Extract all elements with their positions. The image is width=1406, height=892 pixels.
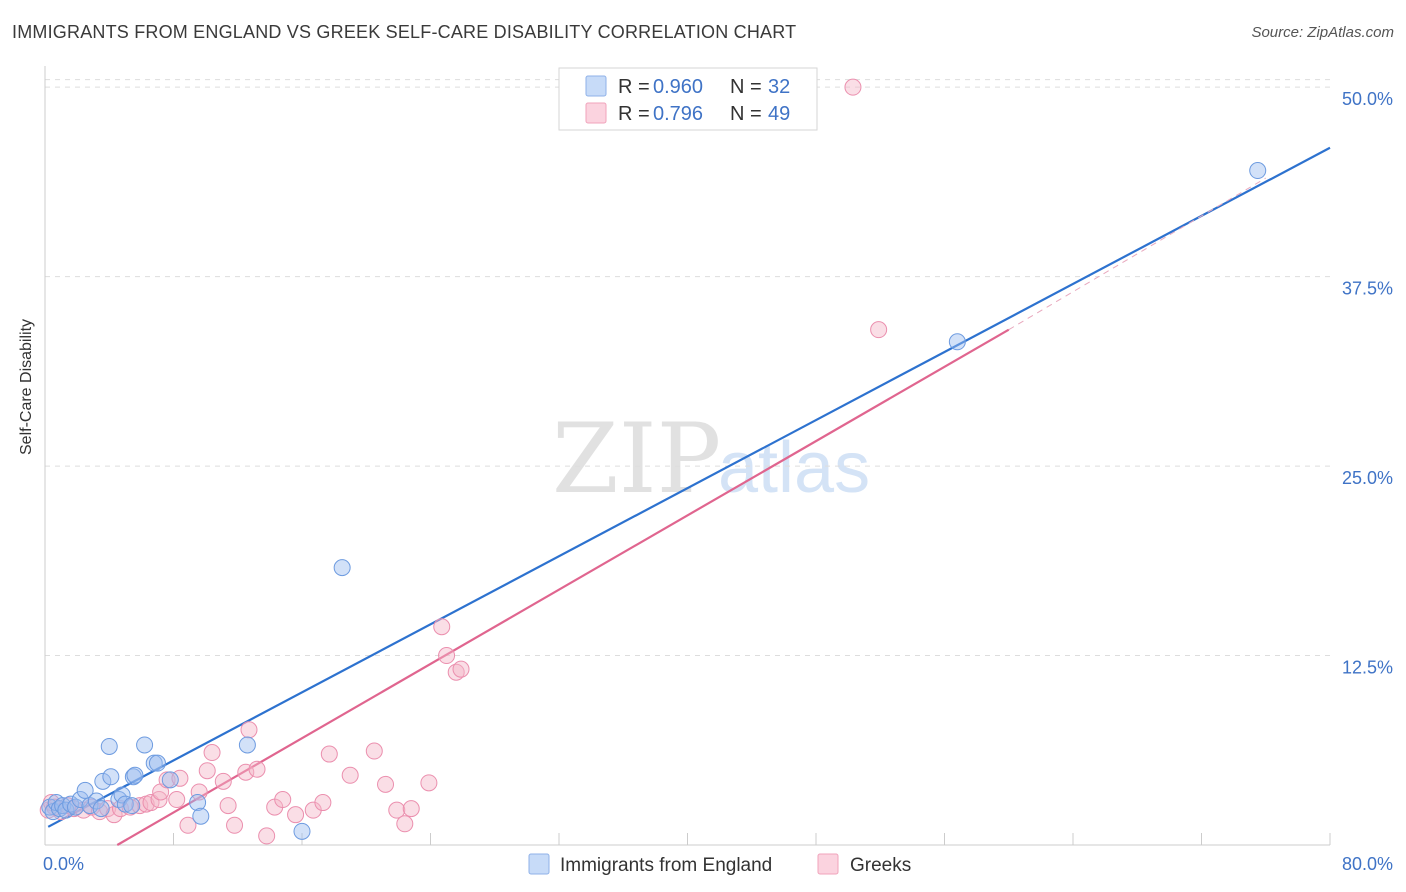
point-greeks xyxy=(320,745,338,763)
point-england xyxy=(94,772,112,790)
bottom-legend-label-england: Immigrants from England xyxy=(560,855,772,876)
axes xyxy=(44,66,1331,846)
watermark-atlas: atlas xyxy=(718,428,870,508)
legend-r-label-england: R = xyxy=(618,76,650,98)
point-england xyxy=(76,781,94,799)
point-greeks xyxy=(388,801,406,819)
point-greeks xyxy=(844,78,862,96)
point-greeks xyxy=(341,766,359,784)
point-greeks xyxy=(396,815,414,833)
x-tick-label-min: 0.0% xyxy=(43,854,84,874)
watermark: ZIP atlas xyxy=(552,403,870,515)
y-tick-label: 50.0% xyxy=(1342,89,1393,109)
point-greeks xyxy=(168,791,186,809)
point-greeks xyxy=(433,618,451,636)
point-greeks xyxy=(179,816,197,834)
point-england xyxy=(189,794,207,812)
legend-n-value-greeks: 49 xyxy=(768,103,790,125)
legend-r-value-england: 0.960 xyxy=(653,76,703,98)
point-greeks xyxy=(248,760,266,778)
point-greeks xyxy=(258,827,276,845)
point-greeks xyxy=(214,772,232,790)
point-greeks xyxy=(237,763,255,781)
bottom-legend-label-greeks: Greeks xyxy=(850,855,911,876)
trend-extension-greeks xyxy=(1008,177,1267,331)
point-greeks xyxy=(420,774,438,792)
legend-n-value-england: 32 xyxy=(768,76,790,98)
point-greeks xyxy=(240,721,258,739)
point-england xyxy=(161,771,179,789)
point-greeks xyxy=(226,816,244,834)
point-england xyxy=(293,822,311,840)
point-greeks xyxy=(447,663,465,681)
trend-lines xyxy=(47,146,1331,846)
point-england xyxy=(948,333,966,351)
trend-line-england xyxy=(47,146,1331,828)
point-england xyxy=(100,737,118,755)
point-england xyxy=(238,736,256,754)
point-england xyxy=(148,754,166,772)
y-tick-label: 37.5% xyxy=(1342,279,1393,299)
point-greeks xyxy=(365,742,383,760)
point-england xyxy=(62,795,80,813)
point-england xyxy=(1249,162,1267,180)
point-greeks xyxy=(314,794,332,812)
grid xyxy=(45,79,1330,657)
legend-swatch-greeks xyxy=(585,102,607,124)
point-greeks xyxy=(438,647,456,665)
legend-n-label-england: N = xyxy=(730,76,762,98)
point-greeks xyxy=(274,791,292,809)
point-england xyxy=(116,795,134,813)
point-england xyxy=(136,736,154,754)
series-legend: Immigrants from England Greeks xyxy=(528,853,911,876)
point-england xyxy=(123,797,141,815)
source-label: Source: ZipAtlas.com xyxy=(1251,24,1394,41)
point-england xyxy=(126,766,144,784)
trend-line-greeks xyxy=(116,328,1010,846)
bottom-legend-swatch-england xyxy=(528,853,550,875)
point-greeks xyxy=(219,797,237,815)
point-greeks xyxy=(203,744,221,762)
point-england xyxy=(333,559,351,577)
tick-labels: 12.5% 25.0% 37.5% 50.0% 0.0% 80.0% xyxy=(43,89,1393,874)
x-tick-label-max: 80.0% xyxy=(1342,854,1393,874)
point-greeks xyxy=(190,783,208,801)
point-greeks xyxy=(452,660,470,678)
legend-r-value-greeks: 0.796 xyxy=(653,103,703,125)
point-england xyxy=(102,768,120,786)
legend-r-label-greeks: R = xyxy=(618,103,650,125)
y-tick-label: 12.5% xyxy=(1342,658,1393,678)
point-greeks xyxy=(402,800,420,818)
point-england xyxy=(192,807,210,825)
point-greeks xyxy=(198,762,216,780)
point-england xyxy=(113,786,131,804)
watermark-zip: ZIP xyxy=(552,403,721,515)
bottom-legend-swatch-greeks xyxy=(817,853,839,875)
legend-n-label-greeks: N = xyxy=(730,103,762,125)
y-tick-label: 25.0% xyxy=(1342,468,1393,488)
point-england xyxy=(92,800,110,818)
point-greeks xyxy=(377,775,395,793)
legend-swatch-england xyxy=(585,75,607,97)
point-greeks xyxy=(287,806,305,824)
stats-legend: R = 0.960 N = 32 R = 0.796 N = 49 xyxy=(558,67,818,131)
data-points xyxy=(39,78,1267,845)
point-greeks xyxy=(870,321,888,339)
chart-title: IMMIGRANTS FROM ENGLAND VS GREEK SELF-CA… xyxy=(12,22,797,42)
